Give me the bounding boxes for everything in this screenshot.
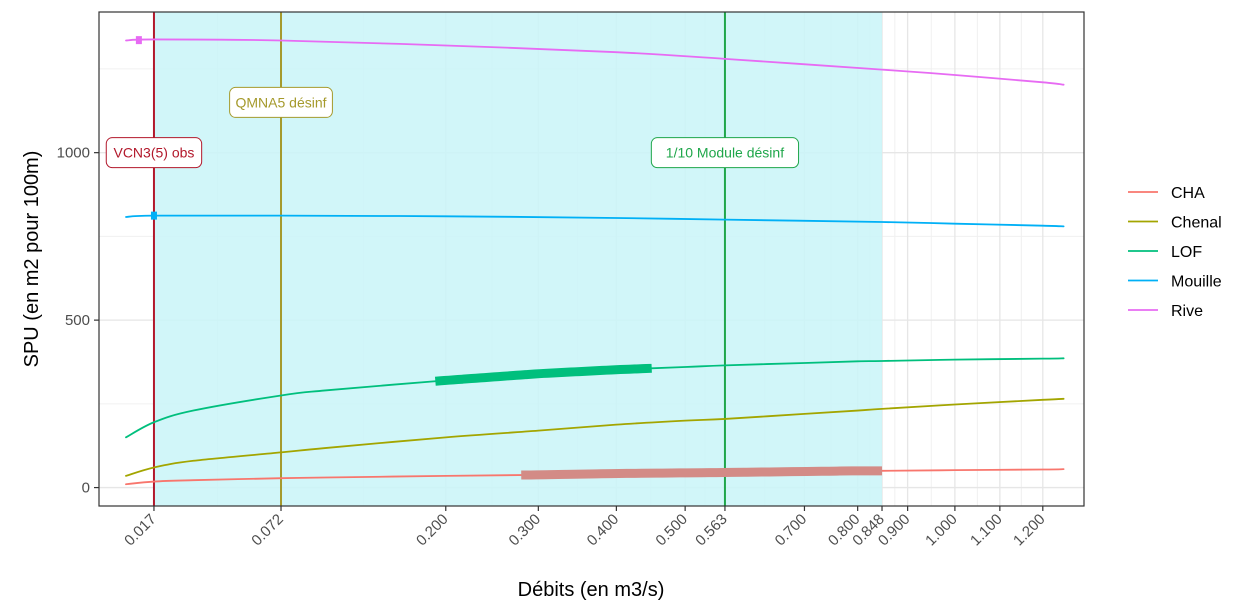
x-tick-label: 0.300 [506,511,545,550]
x-tick-label: 0.400 [584,511,623,550]
x-tick-label: 0.200 [413,511,452,550]
legend-label: LOF [1171,244,1202,261]
reference-label-box [229,86,333,118]
reference-label-box [650,137,800,169]
x-tick-label: 0.563 [692,511,731,550]
legend-entry: Rive [1128,303,1203,320]
x-tick-label: 1.100 [967,511,1006,550]
x-tick-label: 0.072 [248,511,287,550]
reference-label-box [105,137,203,169]
x-axis-title: Débits (en m3/s) [518,579,665,601]
legend-entry: LOF [1128,244,1202,261]
series-line-rive [125,38,1065,86]
x-axis: 0.017 0.072 0.200 0.300 0.400 0.500 0.563 0.700… [121,506,1049,550]
reference-label: 1/10 Module désinf [650,137,800,169]
series-highlight-cha [521,466,883,480]
series-marker-rive [135,36,142,45]
x-tick-label: 0.017 [121,511,160,550]
y-tick-label: 1000 [57,145,90,162]
y-tick-label: 500 [65,312,90,329]
x-tick-label: 0.700 [772,511,811,550]
legend-entry: Chenal [1128,215,1222,232]
legend-label: Mouille [1171,274,1222,291]
reference-label-text: 1/10 Module désinf [666,145,784,161]
legend-entry: CHA [1128,185,1205,202]
legend-label: Rive [1171,303,1203,320]
y-axis: 0 500 1000 [57,145,99,497]
series-highlight-lof [434,363,652,386]
reference-label: VCN3(5) obs [105,137,203,169]
legend-entry: Mouille [1128,274,1222,291]
x-tick-label: 0.500 [652,511,691,550]
reference-label-text: QMNA5 désinf [235,94,326,110]
legend-label: Chenal [1171,215,1222,232]
legend-label: CHA [1171,185,1205,202]
reference-label: QMNA5 désinf [229,86,333,118]
series-line-mouille [125,214,1065,228]
x-tick-label: 1.200 [1010,511,1049,550]
series-lines [125,36,1065,486]
reference-label-text: VCN3(5) obs [113,145,194,161]
y-tick-label: 0 [82,480,90,497]
y-axis-title: SPU (en m2 pour 100m) [21,151,43,368]
series-line-chenal [125,397,1065,477]
legend: CHA Chenal LOF Mouille Rive [1128,185,1222,320]
x-tick-label: 1.000 [922,511,961,550]
plot-panel-border [98,11,1085,507]
series-marker-mouille [150,211,157,220]
reference-labels: VCN3(5) obs QMNA5 désinf 1/10 Module désin… [105,86,800,169]
